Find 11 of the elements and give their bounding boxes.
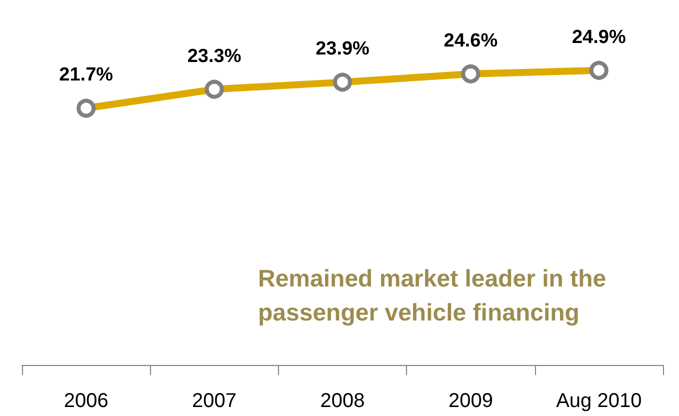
text: Remained market leader in the passenger vehicle financing — [258, 266, 613, 326]
x-tick-label: 2008 — [320, 390, 365, 412]
x-tick-label: 2007 — [192, 390, 237, 412]
data-label: 24.6% — [444, 30, 498, 52]
data-label: 23.3% — [187, 46, 242, 67]
data-label: 24.9% — [572, 26, 626, 48]
x-tick-label: Aug 2010 — [556, 390, 642, 412]
x-tick-label: 2006 — [64, 390, 108, 412]
data-label: 21.7% — [59, 64, 114, 86]
x-tick-label: 2009 — [448, 390, 493, 412]
data-label: 23.9% — [316, 38, 370, 60]
